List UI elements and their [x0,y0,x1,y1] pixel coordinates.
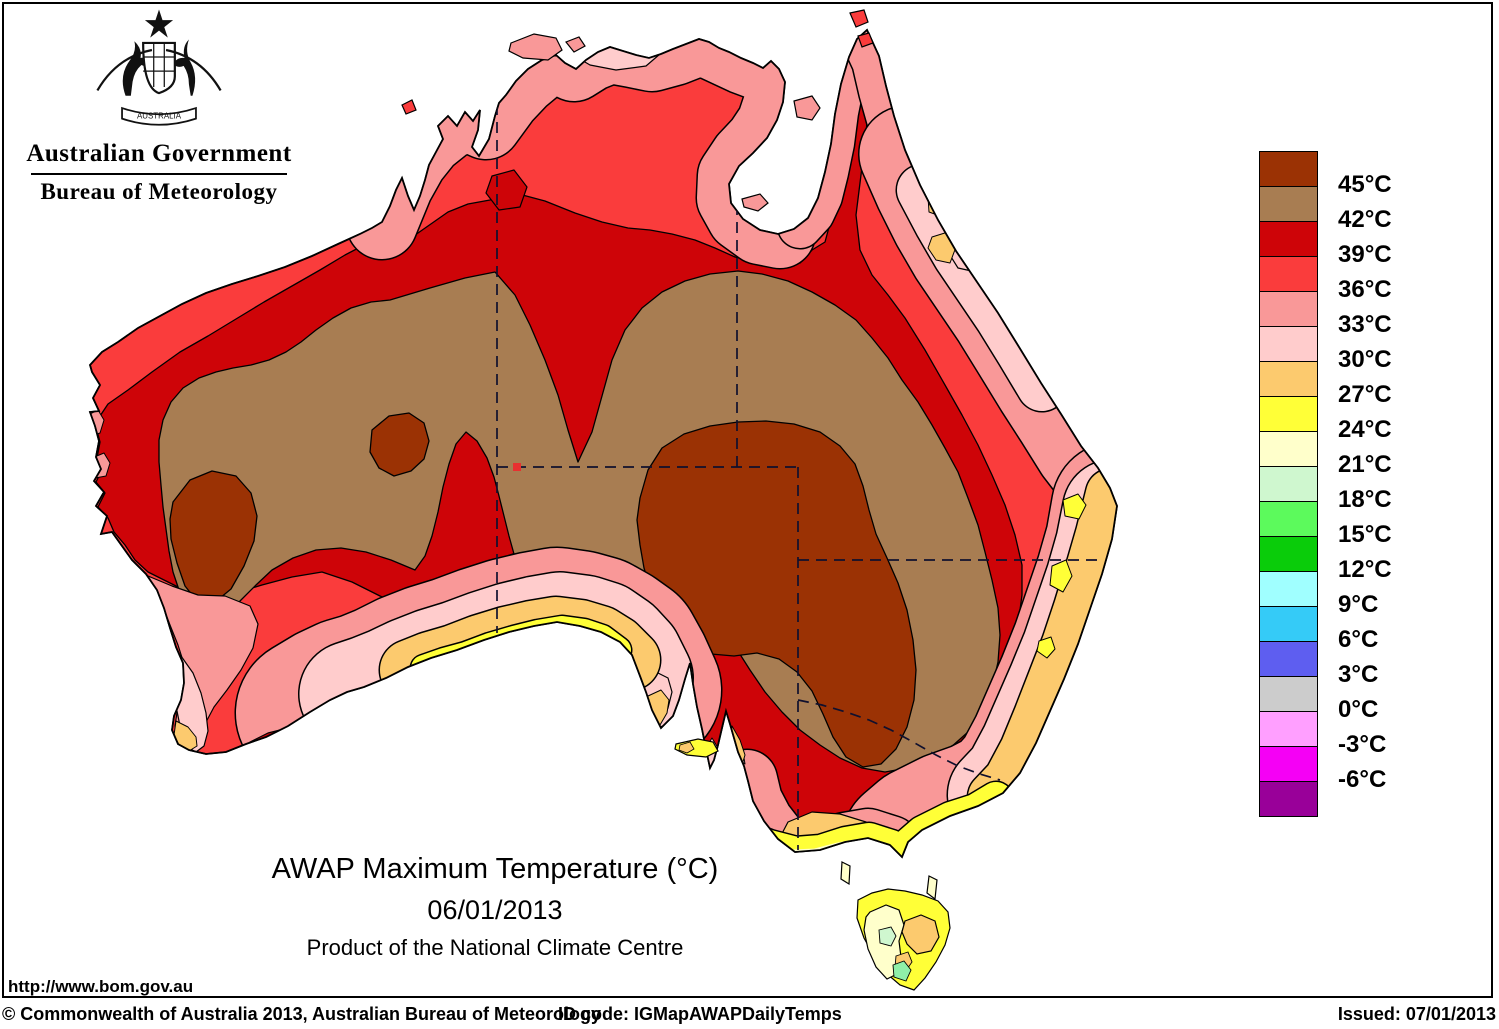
footer-copyright: © Commonwealth of Australia 2013, Austra… [2,1004,602,1024]
legend-swatch: 30°C [1259,326,1392,373]
footer-issued: Issued: 07/01/2013 [1337,1004,1496,1024]
legend-swatch: 36°C [1259,256,1392,303]
map-title: AWAP Maximum Temperature (°C) [271,853,719,885]
legend-label: 9°C [1338,591,1379,618]
legend-label: 18°C [1338,486,1392,513]
title-block: AWAP Maximum Temperature (°C) 06/01/2013… [195,853,795,961]
legend-swatch: 24°C [1259,396,1392,443]
legend-swatch: 42°C [1259,186,1392,233]
island-mornington [741,193,769,212]
url-label: http://www.bom.gov.au [8,977,194,996]
island-kangaroo-orange [678,741,695,754]
gov-rule [31,173,287,175]
islands [401,9,938,901]
island-torres-2 [857,32,874,48]
tasmania-27-30 [901,914,940,955]
border-nsw-vic-murray [797,699,1001,781]
state-borders [496,104,1104,850]
legend-label: 21°C [1338,451,1392,478]
arms-branch-left-icon [96,48,153,92]
arms-kangaroo-icon [122,41,153,96]
island-torres-1 [849,9,869,28]
legend-swatch: 27°C [1259,361,1392,408]
map-subtitle: Product of the National Climate Centre [306,935,684,960]
legend-swatch: 6°C [1259,606,1378,653]
legend-label: 15°C [1338,521,1392,548]
legend-swatch: 39°C [1259,221,1392,268]
legend-label: 6°C [1338,626,1379,653]
legend-label: 45°C [1338,171,1392,198]
legend-label: 39°C [1338,241,1392,268]
temp-region-24-27-nsw1 [1062,493,1087,520]
island-tiwi [508,33,563,61]
tasmania-18-21 [878,926,897,947]
legend-swatch: 18°C [1259,466,1392,513]
island-groote [793,95,821,121]
legend-swatch: 21°C [1259,431,1392,478]
gov-title: Australian Government [26,140,292,167]
arms-ribbon-text: AUSTRALIA [137,112,182,121]
island-king [840,861,851,886]
legend-swatch: 45°C [1259,151,1392,198]
arms-emu-icon [173,39,196,96]
legend-swatch: 9°C [1259,571,1378,618]
legend-label: 12°C [1338,556,1392,583]
legend-label: 42°C [1338,206,1392,233]
temp-region-45plus-west [169,470,258,604]
tasmania [856,888,951,991]
legend-swatch: -6°C [1259,746,1386,793]
temp-region-45plus-west2 [369,412,430,477]
temp-region-27-30-cairns1 [927,191,951,218]
legend-swatch: 12°C [1259,536,1392,583]
arms-star-icon [144,9,174,38]
arms-shield-icon [142,41,176,95]
tasmania-15-18 [892,960,912,982]
legend-label: 36°C [1338,276,1392,303]
legend-label: 30°C [1338,346,1392,373]
coat-of-arms: AUSTRALIA [96,9,222,126]
logo-block: AUSTRALIA Australian Government Bureau o… [14,6,304,205]
legend-label: -6°C [1338,766,1387,793]
arms-branch-right-icon [165,48,222,92]
legend-swatch: 3°C [1259,641,1378,688]
legend-label: -3°C [1338,731,1387,758]
legend: 45°C 42°C 39°C 36°C 33°C 30°C 27°C 24°C 21°C 18°C… [1259,151,1392,817]
legend-swatch [1259,781,1318,817]
island-kimberley [401,99,417,115]
temp-region-24-27-nsw2 [1049,559,1073,593]
footer: © Commonwealth of Australia 2013, Austra… [0,1004,1499,1029]
footer-id-code: ID code: IGMapAWAPDailyTemps [558,1004,842,1024]
legend-swatch: 33°C [1259,291,1392,338]
temp-region-24-27-nsw3 [1036,636,1056,659]
legend-swatch: 0°C [1259,676,1378,723]
legend-label: 24°C [1338,416,1392,443]
island-flinders [926,875,938,901]
border-junction-marker [513,463,521,471]
legend-label: 33°C [1338,311,1392,338]
map-date: 06/01/2013 [427,895,563,925]
legend-label: 3°C [1338,661,1379,688]
legend-label: 27°C [1338,381,1392,408]
legend-swatch: 15°C [1259,501,1392,548]
legend-label: 0°C [1338,696,1379,723]
island-croker [565,36,586,53]
legend-swatch: -3°C [1259,711,1386,758]
arms-ribbon-icon [121,106,197,126]
bureau-title: Bureau of Meteorology [40,179,278,204]
arms-shield-grid [143,42,175,87]
